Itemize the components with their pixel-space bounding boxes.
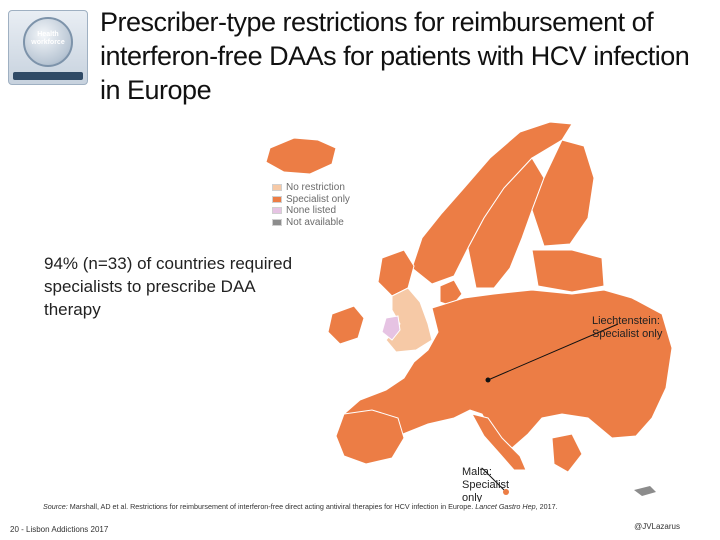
logo-emblem [23, 17, 73, 67]
legend-item-none-listed: None listed [272, 205, 350, 217]
country-greece [551, 433, 583, 473]
source-text: Marshall, AD et al. Restrictions for rei… [67, 502, 476, 511]
legend-item-no-restriction: No restriction [272, 182, 350, 194]
highlight-box [34, 237, 304, 337]
country-iberia [335, 409, 405, 465]
country-wales [381, 315, 401, 341]
source-year: , 2017. [535, 502, 558, 511]
country-finland [531, 139, 595, 247]
legend-label: Specialist only [286, 193, 350, 205]
source-citation: Source: Marshall, AD et al. Restrictions… [43, 502, 713, 511]
legend-swatch [272, 218, 282, 226]
health-workforce-logo: Health workforce [8, 10, 88, 85]
footer-slide-number: 20 - Lisbon Addictions 2017 [10, 525, 109, 534]
country-ireland [327, 305, 365, 345]
malta-label: Malta: Specialist only [462, 466, 510, 504]
malta-pointer [481, 467, 505, 491]
slide-title: Prescriber-type restrictions for reimbur… [100, 7, 690, 105]
legend-swatch [272, 184, 282, 192]
source-journal: Lancet Gastro Hep [475, 502, 536, 511]
legend-item-not-available: Not available [272, 217, 350, 229]
legend-swatch [272, 207, 282, 215]
legend-swatch [272, 195, 282, 203]
legend-label: None listed [286, 205, 337, 216]
footer-handle: @JVLazarus [634, 522, 680, 531]
liechtenstein-dot [485, 377, 491, 383]
highlight-text: 94% (n=33) of countries required special… [44, 254, 293, 319]
europe-map [232, 118, 692, 498]
legend-label: No restriction [286, 182, 345, 193]
logo-text: Health workforce [31, 31, 65, 46]
country-baltics [531, 249, 605, 293]
source-prefix: Source: [43, 502, 68, 511]
country-iceland [265, 137, 337, 175]
map-legend: No restriction Specialist only None list… [272, 182, 350, 228]
liechtenstein-label: Liechtenstein: Specialist only [592, 315, 663, 340]
country-cyprus [634, 486, 656, 496]
legend-label: Not available [286, 216, 344, 228]
liechtenstein-pointer [487, 323, 619, 381]
legend-item-specialist-only: Specialist only [272, 194, 350, 206]
country-mainland [343, 289, 673, 449]
country-italy [471, 413, 527, 471]
country-malta [503, 489, 509, 495]
logo-bar [13, 72, 83, 80]
country-norway [411, 121, 573, 285]
